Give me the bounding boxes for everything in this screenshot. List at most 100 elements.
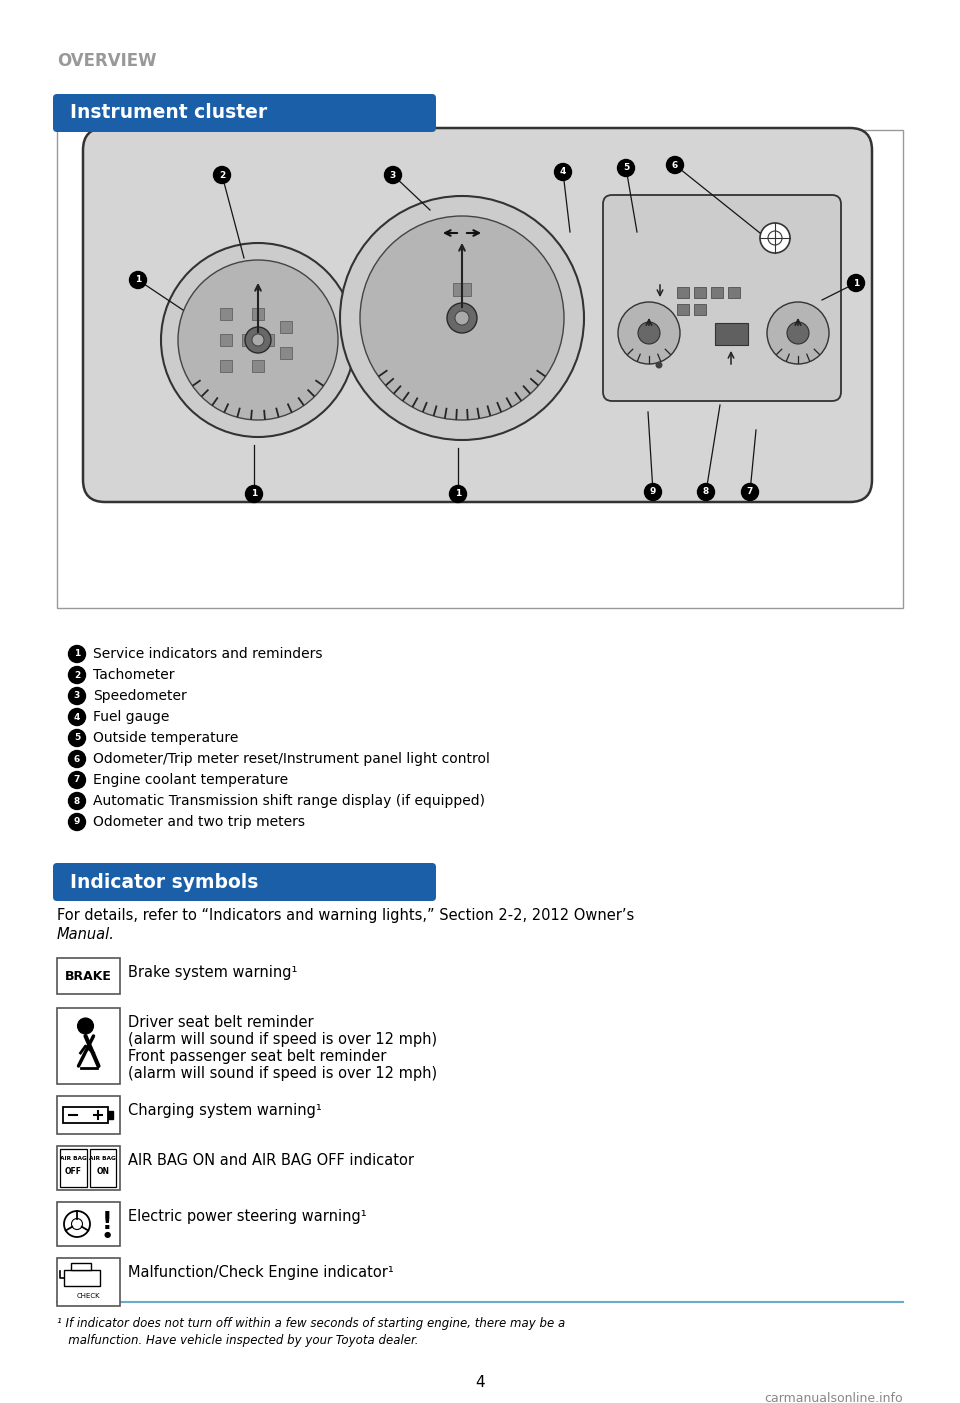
Bar [252, 309, 264, 320]
Text: malfunction. Have vehicle inspected by your Toyota dealer.: malfunction. Have vehicle inspected by y… [57, 1334, 419, 1347]
Text: 8: 8 [703, 487, 709, 497]
Text: CHECK: CHECK [77, 1294, 100, 1299]
Text: !: ! [102, 1209, 112, 1235]
Circle shape [787, 323, 809, 344]
Circle shape [385, 167, 401, 184]
Bar [57, 1007, 120, 1085]
Text: 1: 1 [251, 490, 257, 498]
Text: Automatic Transmission shift range display (if equipped): Automatic Transmission shift range displ… [93, 794, 485, 808]
Circle shape [455, 311, 469, 325]
Text: Outside temperature: Outside temperature [93, 731, 238, 745]
Circle shape [618, 302, 680, 363]
Circle shape [252, 334, 264, 347]
Text: BRAKE: BRAKE [65, 969, 112, 982]
Bar [242, 334, 254, 347]
Text: Brake system warning¹: Brake system warning¹ [128, 965, 298, 981]
Circle shape [78, 1019, 93, 1034]
Bar [711, 288, 723, 297]
Circle shape [68, 730, 85, 746]
Circle shape [68, 751, 85, 767]
Text: 6: 6 [74, 755, 80, 763]
Text: 4: 4 [475, 1375, 485, 1390]
Circle shape [130, 272, 147, 289]
Bar [57, 1258, 120, 1306]
Circle shape [656, 362, 662, 369]
Text: 1: 1 [134, 275, 141, 285]
Bar [715, 323, 748, 345]
Text: (alarm will sound if speed is over 12 mph): (alarm will sound if speed is over 12 mp… [128, 1033, 437, 1047]
Bar [108, 1111, 113, 1120]
Text: Fuel gauge: Fuel gauge [93, 710, 169, 724]
Text: AIR BAG: AIR BAG [89, 1156, 116, 1162]
Circle shape [644, 484, 661, 501]
Text: For details, refer to “Indicators and warning lights,” Section 2-2, 2012 Owner’s: For details, refer to “Indicators and wa… [57, 908, 635, 923]
Text: Odometer and two trip meters: Odometer and two trip meters [93, 815, 305, 829]
Circle shape [768, 231, 782, 246]
Text: 1: 1 [852, 279, 859, 288]
Circle shape [245, 327, 271, 354]
Circle shape [848, 275, 865, 292]
Text: 2: 2 [219, 171, 226, 180]
Circle shape [68, 709, 85, 725]
FancyBboxPatch shape [83, 128, 872, 502]
Bar [280, 347, 292, 359]
Text: Speedometer: Speedometer [93, 689, 187, 703]
Text: 4: 4 [560, 167, 566, 177]
Text: Indicator symbols: Indicator symbols [70, 873, 258, 891]
Text: Front passenger seat belt reminder: Front passenger seat belt reminder [128, 1049, 386, 1063]
Bar [57, 958, 120, 993]
Bar [57, 130, 903, 607]
Text: Manual.: Manual. [57, 927, 115, 941]
Bar [694, 304, 706, 316]
Text: 5: 5 [74, 734, 80, 742]
Circle shape [666, 157, 684, 174]
Bar [89, 1149, 116, 1187]
Text: 8: 8 [74, 797, 80, 805]
FancyBboxPatch shape [53, 863, 436, 901]
Text: 5: 5 [623, 164, 629, 173]
Circle shape [449, 485, 467, 502]
Text: AIR BAG ON and AIR BAG OFF indicator: AIR BAG ON and AIR BAG OFF indicator [128, 1153, 414, 1169]
Text: carmanualsonline.info: carmanualsonline.info [764, 1392, 903, 1403]
Text: Engine coolant temperature: Engine coolant temperature [93, 773, 288, 787]
Text: OFF: OFF [64, 1167, 82, 1176]
Text: 1: 1 [455, 490, 461, 498]
Text: Tachometer: Tachometer [93, 668, 175, 682]
Bar [677, 304, 689, 316]
Text: ON: ON [96, 1167, 109, 1176]
Circle shape [68, 772, 85, 788]
Circle shape [68, 645, 85, 662]
Text: 4: 4 [74, 713, 81, 721]
Text: 9: 9 [650, 487, 657, 497]
Text: 6: 6 [672, 160, 678, 170]
Bar [71, 1263, 91, 1270]
Circle shape [698, 484, 714, 501]
Circle shape [767, 302, 829, 363]
Text: 2: 2 [74, 671, 80, 679]
Circle shape [760, 223, 790, 253]
Text: 7: 7 [747, 487, 754, 497]
Bar [57, 1146, 120, 1190]
Circle shape [178, 260, 338, 419]
Text: OVERVIEW: OVERVIEW [57, 52, 156, 70]
Bar [60, 1149, 86, 1187]
Circle shape [71, 1218, 83, 1229]
Text: ¹ If indicator does not turn off within a few seconds of starting engine, there : ¹ If indicator does not turn off within … [57, 1317, 565, 1330]
Circle shape [741, 484, 758, 501]
Text: Odometer/Trip meter reset/Instrument panel light control: Odometer/Trip meter reset/Instrument pan… [93, 752, 490, 766]
FancyBboxPatch shape [53, 94, 436, 132]
Circle shape [617, 160, 635, 177]
Text: Service indicators and reminders: Service indicators and reminders [93, 647, 323, 661]
Text: (alarm will sound if speed is over 12 mph): (alarm will sound if speed is over 12 mp… [128, 1066, 437, 1080]
Text: AIR BAG: AIR BAG [60, 1156, 86, 1162]
Text: 3: 3 [74, 692, 80, 700]
Text: 9: 9 [74, 818, 81, 826]
Bar [64, 1270, 100, 1287]
Text: Malfunction/Check Engine indicator¹: Malfunction/Check Engine indicator¹ [128, 1266, 394, 1280]
Bar [262, 334, 274, 347]
Circle shape [68, 814, 85, 831]
Bar [694, 288, 706, 297]
Bar [220, 334, 232, 347]
Text: ●: ● [104, 1229, 110, 1239]
Bar [728, 288, 740, 297]
